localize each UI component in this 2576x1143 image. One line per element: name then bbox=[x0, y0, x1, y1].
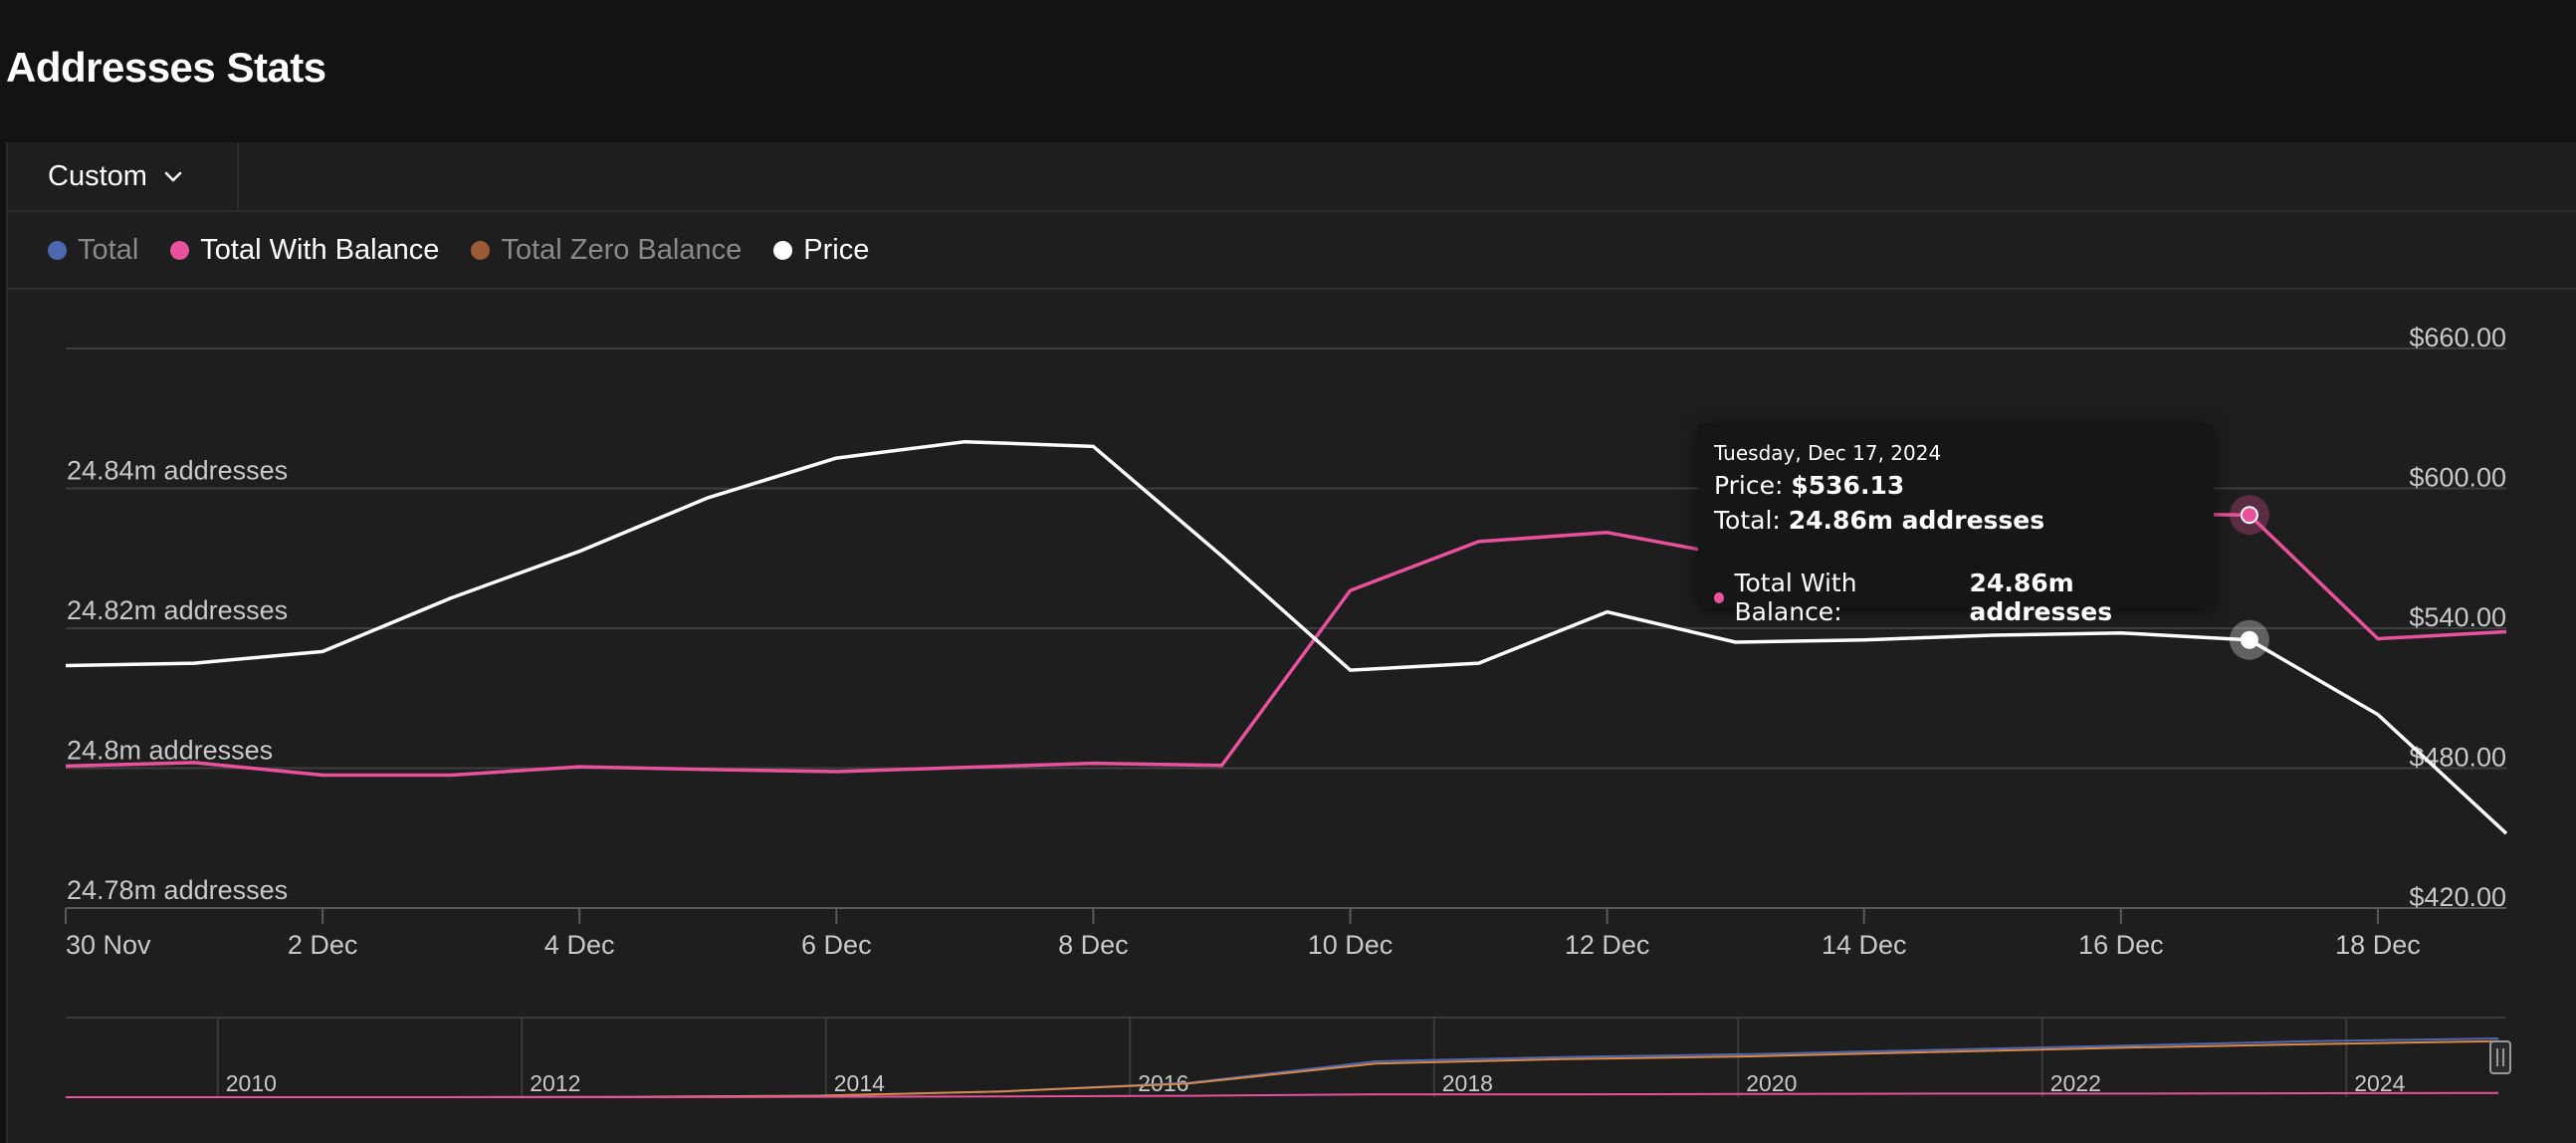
chart-panel: Custom Total Total With Balance Total Ze… bbox=[6, 142, 2576, 1143]
tooltip-price-value: $536.13 bbox=[1791, 471, 1905, 500]
tooltip-total: Total: 24.86m addresses bbox=[1714, 506, 2214, 535]
legend-label: Price bbox=[803, 233, 870, 266]
tooltip-series-value: 24.86m addresses bbox=[1969, 569, 2113, 626]
legend-dot-total-with-balance bbox=[170, 240, 190, 260]
legend-label: Total Zero Balance bbox=[501, 233, 743, 266]
tooltip-price: Price: $536.13 bbox=[1714, 471, 2214, 500]
chart-legend: Total Total With Balance Total Zero Bala… bbox=[8, 212, 2576, 290]
range-dropdown[interactable]: Custom bbox=[8, 142, 239, 210]
legend-item-total[interactable]: Total bbox=[48, 234, 138, 267]
tooltip-series-dot bbox=[1714, 591, 1725, 603]
legend-dot-total bbox=[48, 240, 67, 260]
legend-dot-total-zero-balance bbox=[471, 240, 491, 260]
tooltip-total-value: 24.86m addresses bbox=[1788, 506, 2045, 535]
chart-toolbar: Custom bbox=[8, 142, 2576, 212]
range-dropdown-label: Custom bbox=[48, 159, 147, 192]
navigator-handle[interactable] bbox=[2489, 1040, 2511, 1074]
legend-dot-price bbox=[773, 240, 793, 260]
chevron-down-icon bbox=[164, 171, 182, 182]
legend-item-price[interactable]: Price bbox=[773, 234, 869, 267]
tooltip-total-label: Total: bbox=[1714, 506, 1781, 535]
header-bar: Addresses Stats bbox=[0, 0, 2576, 142]
tooltip-price-label: Price: bbox=[1714, 471, 1784, 500]
legend-label: Total bbox=[78, 233, 139, 266]
tooltip-series-label: Total With Balance: bbox=[1734, 569, 1857, 626]
chart-tooltip: Tuesday, Dec 17, 2024 Price: $536.13 Tot… bbox=[1698, 423, 2214, 626]
legend-item-total-with-balance[interactable]: Total With Balance bbox=[170, 234, 439, 267]
legend-label: Total With Balance bbox=[200, 233, 440, 266]
page-title: Addresses Stats bbox=[6, 44, 326, 91]
tooltip-series-row: Total With Balance: 24.86m addresses bbox=[1714, 569, 2214, 626]
legend-item-total-zero-balance[interactable]: Total Zero Balance bbox=[471, 234, 742, 267]
tooltip-date: Tuesday, Dec 17, 2024 bbox=[1714, 441, 1942, 465]
